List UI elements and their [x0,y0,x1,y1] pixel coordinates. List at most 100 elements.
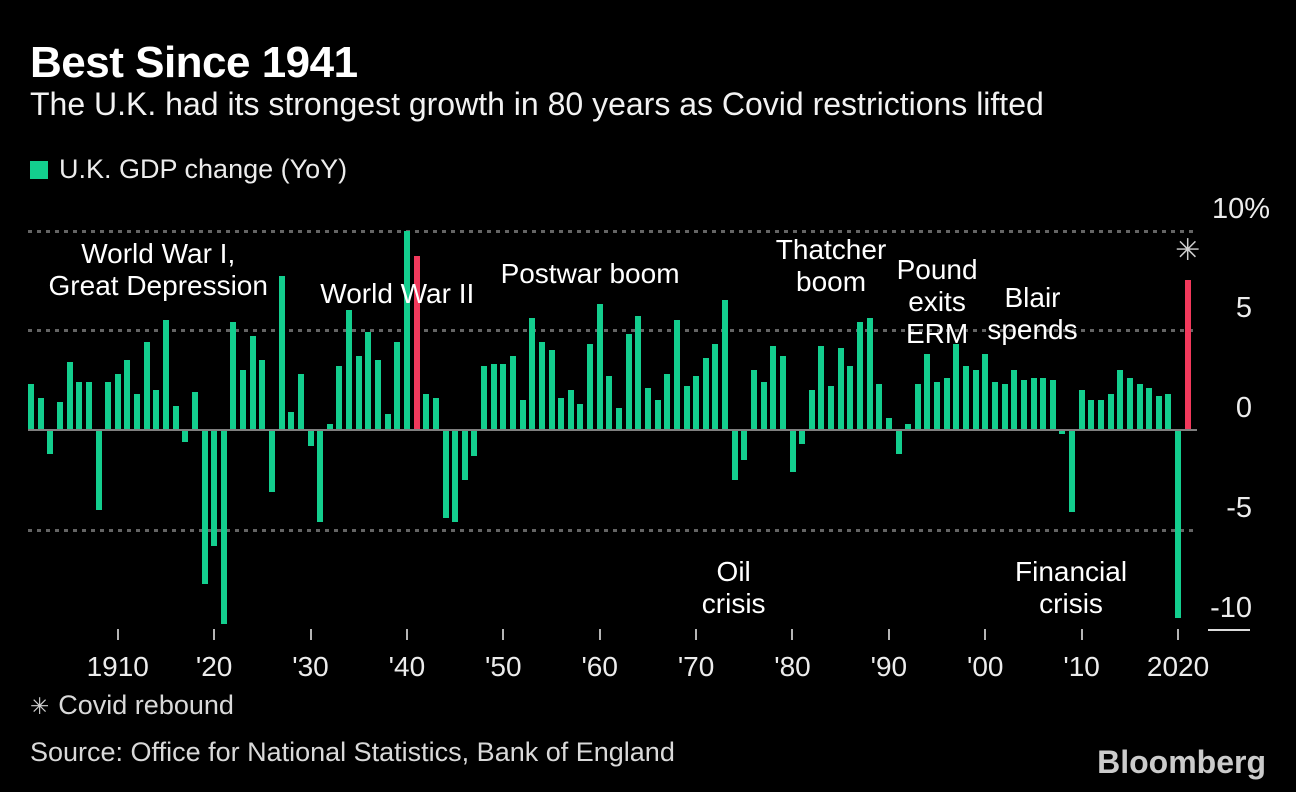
legend: U.K. GDP change (YoY) [30,154,347,185]
annotation-pound-exits-erm: Pound exits ERM [896,254,978,350]
x-tick-label-2000: '00 [967,651,1004,682]
bar-1975 [741,431,748,460]
bar-1991 [895,431,902,454]
bar-2006 [1040,378,1047,429]
x-tick-mark-1970 [695,629,698,640]
bar-1965 [644,388,651,429]
bar-1909 [105,382,112,429]
bar-2015 [1126,378,1133,429]
bar-2014 [1117,370,1124,429]
annotation-postwar-boom: Postwar boom [500,258,680,290]
y-tick-label-0: 0 [1235,392,1252,424]
bar-1916 [172,406,179,429]
bar-1951 [510,356,516,429]
bar-2002 [1001,384,1008,429]
x-tick-mark-1990 [887,629,890,640]
bar-1963 [625,334,632,429]
bar-1907 [85,382,92,429]
y-tick-label-10: 10% [1211,192,1270,225]
bar-1959 [587,344,594,429]
bar-2017 [1146,388,1153,429]
bar-1943 [432,398,439,429]
zero-axis-line [28,429,1197,431]
annotation-wwii: World War II [320,278,475,310]
legend-swatch-icon [30,160,48,179]
bar-1969 [683,386,690,429]
bar-1924 [249,336,256,429]
bar-1978 [770,346,777,429]
x-tick-label-1940: '40 [388,651,426,682]
bar-1974 [731,431,738,480]
bar-1940 [403,230,410,429]
bar-1958 [577,404,584,429]
bar-1972 [712,344,719,429]
bar-1906 [76,382,83,429]
bar-1983 [818,346,825,429]
bar-1990 [885,418,892,429]
bar-1966 [654,400,661,429]
bar-1926 [269,431,275,492]
bar-2007 [1049,380,1056,429]
x-tick-mark-1960 [598,629,601,640]
bar-2020 [1175,431,1181,618]
bar-2008 [1059,431,1066,434]
gridline--5pct [28,528,1197,532]
bar-1901 [28,384,34,429]
bar-1953 [529,318,536,429]
bloomberg-logo: Bloomberg [1097,744,1266,780]
bar-1950 [500,364,507,429]
x-tick-mark-1980 [791,629,794,640]
bar-1919 [201,431,208,584]
bar-1932 [326,424,333,429]
bar-1908 [95,431,102,510]
bar-1923 [240,370,247,429]
annotation-wwi-great-depression: World War I, Great Depression [48,238,268,302]
bar-1993 [914,384,921,429]
y-axis-min-underline [1208,628,1250,631]
x-tick-mark-2000 [984,629,987,640]
bar-1947 [471,431,478,456]
bar-1941 [413,256,420,429]
x-tick-label-1990: '90 [870,651,908,682]
x-tick-label-2010: '10 [1063,651,1100,682]
bar-1911 [124,360,131,429]
gridline-10pct [28,229,1197,233]
bar-1913 [143,342,150,429]
x-tick-label-2020: 2020 [1146,651,1210,682]
x-tick-mark-1920 [213,629,216,640]
x-tick-label-1930: '30 [292,651,329,682]
bar-1915 [162,320,169,429]
bar-1904 [56,402,63,429]
x-tick-label-1950: '50 [485,651,522,682]
bar-1998 [963,366,969,429]
annotation-blair-spends: Blair spends [987,282,1078,346]
bar-2021 [1184,280,1191,429]
source-credit: Source: Office for National Statistics, … [30,737,675,767]
footnote-text: Covid rebound [58,690,234,720]
bar-1997 [953,344,960,429]
bar-1971 [702,358,709,429]
bar-1987 [857,322,863,429]
bar-1952 [519,400,526,429]
annotation-financial-crisis: Financial crisis [1015,555,1128,619]
bar-1961 [606,376,613,429]
bar-1954 [538,342,545,429]
bar-1995 [934,382,941,429]
bar-1976 [750,370,757,429]
bar-2010 [1078,390,1085,429]
bar-1980 [789,431,796,472]
bar-1973 [722,300,728,429]
bar-1960 [596,304,603,429]
bar-1937 [375,360,381,429]
asterisk-icon: ✳ [30,693,50,719]
bar-1903 [47,431,54,454]
bar-2000 [982,354,989,429]
bar-1939 [394,342,401,429]
x-tick-mark-2010 [1080,629,1083,640]
bar-1994 [924,354,931,429]
chart-subtitle: The U.K. had its strongest growth in 80 … [30,86,1044,122]
gridline-5pct [28,329,1197,333]
bar-1902 [37,398,44,429]
bar-1985 [837,348,844,429]
bar-1948 [481,366,487,429]
